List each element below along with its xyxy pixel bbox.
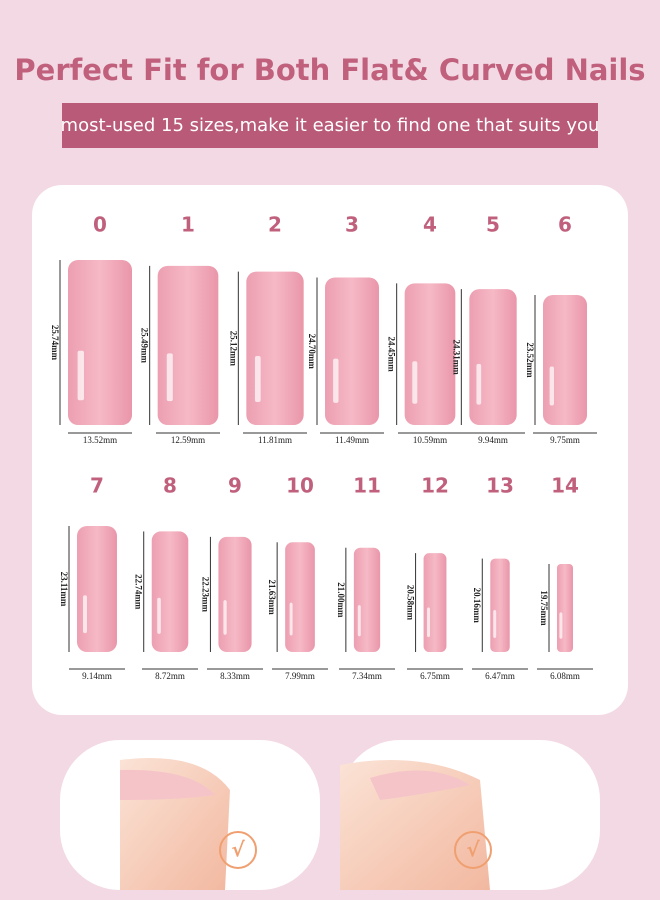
nail-shine (333, 358, 339, 403)
width-label: 7.99mm (285, 671, 315, 681)
nail-shine (254, 356, 261, 402)
size-number: 8 (163, 474, 177, 498)
nail (68, 260, 132, 425)
length-label: 24.45mm (387, 337, 397, 373)
nail (218, 536, 252, 652)
width-label: 9.94mm (478, 435, 508, 445)
length-label: 25.12mm (228, 331, 238, 367)
nail-shine (166, 353, 173, 402)
length-label: 23.11mm (59, 572, 69, 607)
nail (490, 558, 510, 652)
size-number: 1 (181, 213, 195, 237)
length-label: 23.52mm (525, 342, 535, 378)
width-label: 9.14mm (82, 671, 112, 681)
size-number: 6 (558, 213, 572, 237)
fit-example (60, 740, 600, 890)
nail-shine (223, 600, 227, 635)
length-label: 24.70mm (307, 334, 317, 370)
nail-shine (157, 597, 161, 634)
title: Perfect Fit for Both Flat& Curved Nails (14, 53, 645, 87)
size-number: 14 (551, 474, 579, 498)
width-label: 12.59mm (171, 435, 205, 445)
nail (325, 277, 379, 425)
nail (151, 531, 189, 652)
nail (469, 289, 517, 425)
length-label: 21.00mm (336, 582, 346, 618)
size-number: 0 (93, 213, 107, 237)
length-label: 22.74mm (134, 574, 144, 610)
length-label: 21.63mm (267, 580, 277, 616)
nail-chart: 0 25.74mm 13.52mm 1 25.49mm 12.59mm 2 25.12mm 11… (50, 213, 597, 681)
size-number: 5 (486, 213, 500, 237)
nail (157, 265, 219, 425)
length-label: 20.16mm (472, 588, 482, 624)
width-label: 6.08mm (550, 671, 580, 681)
size-number: 7 (90, 474, 104, 498)
nail (543, 295, 587, 425)
size-number: 10 (286, 474, 314, 498)
subtitle: most-used 15 sizes,make it easier to fin… (61, 115, 600, 136)
size-number: 9 (228, 474, 242, 498)
length-label: 25.74mm (50, 325, 60, 361)
length-label: 24.31mm (451, 339, 461, 375)
nail-shine (357, 605, 361, 637)
nail (285, 542, 315, 652)
size-number: 11 (353, 474, 381, 498)
nail-shine (559, 612, 563, 639)
nail (246, 271, 304, 425)
width-label: 6.75mm (420, 671, 450, 681)
nail-shine (427, 607, 430, 638)
nail-shine (412, 361, 418, 404)
width-label: 10.59mm (413, 435, 447, 445)
nail-shine (549, 366, 554, 406)
nail-shine (476, 363, 482, 405)
check-mark: √ (466, 838, 480, 862)
nail (557, 564, 573, 652)
size-number: 2 (268, 213, 282, 237)
width-label: 11.49mm (335, 435, 369, 445)
width-label: 13.52mm (83, 435, 117, 445)
nail-shine (289, 602, 293, 636)
width-label: 8.33mm (220, 671, 250, 681)
size-number: 13 (486, 474, 514, 498)
width-label: 11.81mm (258, 435, 292, 445)
length-label: 19.75mm (539, 590, 549, 626)
width-label: 7.34mm (352, 671, 382, 681)
nail-shine (77, 350, 84, 401)
size-number: 12 (421, 474, 449, 498)
width-label: 6.47mm (485, 671, 515, 681)
check-mark: √ (231, 838, 245, 862)
nail (423, 553, 447, 652)
width-label: 9.75mm (550, 435, 580, 445)
nail (77, 526, 117, 652)
nail-shine (83, 595, 87, 634)
width-label: 8.72mm (155, 671, 185, 681)
nail (353, 547, 381, 652)
size-number: 3 (345, 213, 359, 237)
size-number: 4 (423, 213, 437, 237)
nail (404, 283, 456, 425)
nail-shine (493, 609, 497, 638)
length-label: 20.58mm (406, 585, 416, 621)
length-label: 22.23mm (200, 577, 210, 613)
length-label: 25.49mm (140, 328, 150, 364)
subtitle-band (62, 103, 598, 148)
